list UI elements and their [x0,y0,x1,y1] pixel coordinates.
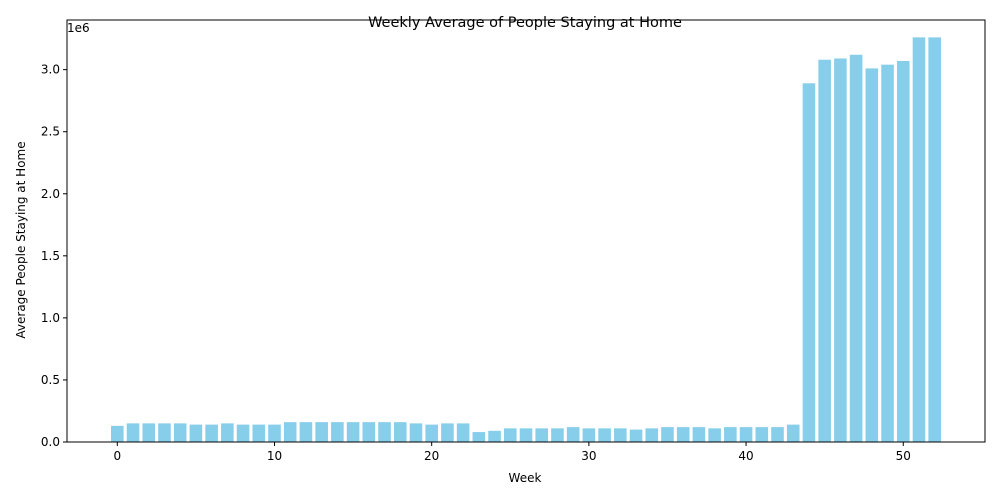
bar-week-15 [346,422,360,442]
bar-week-52 [928,37,941,442]
bar-week-51 [912,37,926,442]
bar-week-17 [378,422,391,442]
bar-week-37 [692,427,706,442]
bar-week-45 [818,59,831,442]
bar-week-18 [393,422,407,442]
y-tick-label: 2.0 [41,187,60,201]
bars-group [111,37,941,443]
bar-week-31 [598,428,611,442]
bar-week-29 [566,427,580,442]
bar-week-6 [205,424,218,442]
bar-week-23 [472,432,486,442]
x-axis-label: Week [509,471,542,485]
bar-week-27 [535,428,549,442]
bar-week-50 [896,60,910,443]
chart-title: Weekly Average of People Staying at Home [368,15,682,31]
bar-week-34 [645,428,659,442]
bar-week-22 [456,423,470,442]
x-tick-label: 10 [267,449,282,463]
x-axis-ticks: 0 10 20 30 40 50 [113,442,911,463]
bar-week-44 [802,83,816,443]
bar-week-32 [614,428,627,442]
y-tick-label: 1.0 [41,311,60,325]
bar-week-39 [724,427,737,442]
bar-week-38 [708,428,721,442]
plot-frame [66,19,986,443]
bar-week-12 [299,422,313,442]
bar-week-30 [582,428,596,442]
y-tick-label: 1.5 [41,249,60,263]
bar-week-46 [834,58,847,442]
bar-week-24 [488,430,501,442]
y-multiplier-label: 1e6 [67,21,90,35]
bar-week-19 [409,423,423,442]
bar-week-16 [362,422,376,442]
bar-week-25 [503,428,517,442]
bar-week-0 [111,425,124,442]
bar-week-26 [519,428,533,442]
y-tick-label: 3.0 [41,63,60,77]
bar-week-41 [755,427,769,442]
bar-week-48 [865,68,879,442]
bar-week-21 [441,423,454,442]
bar-week-35 [661,427,674,442]
bar-week-10 [268,424,281,442]
bar-week-47 [849,54,863,442]
bar-week-36 [676,427,690,442]
bar-week-4 [173,423,187,442]
x-tick-label: 40 [738,449,753,463]
bar-week-2 [142,423,156,442]
bar-week-5 [189,424,203,442]
x-tick-label: 50 [896,449,911,463]
bar-week-40 [739,427,753,442]
y-tick-label: 0.5 [41,373,60,387]
bar-week-33 [629,429,643,442]
x-tick-label: 20 [424,449,439,463]
bar-week-8 [236,424,250,442]
y-axis-ticks: 0.0 0.5 1.0 1.5 2.0 2.5 3.0 [41,63,67,449]
bar-week-14 [331,422,344,442]
y-axis-label: Average People Staying at Home [14,141,28,338]
bar-week-28 [551,428,564,442]
bar-week-49 [881,64,894,443]
bar-week-20 [425,424,438,442]
y-tick-label: 0.0 [41,435,60,449]
bar-week-11 [283,422,297,442]
bar-week-1 [126,423,140,442]
x-tick-label: 0 [113,449,121,463]
bar-week-7 [221,423,234,442]
bar-week-3 [158,423,171,442]
bar-week-13 [315,422,328,442]
x-tick-label: 30 [581,449,596,463]
bar-week-43 [786,424,800,442]
y-tick-label: 2.5 [41,125,60,139]
bar-week-9 [252,424,266,442]
bar-week-42 [771,427,784,442]
